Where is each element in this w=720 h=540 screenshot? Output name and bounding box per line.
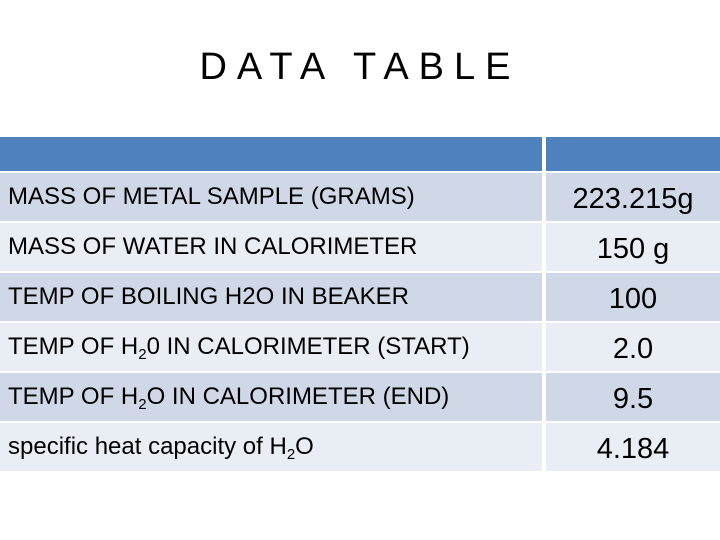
- row-label: TEMP OF H20 IN CALORIMETER (START): [8, 333, 470, 363]
- column-divider: [542, 423, 546, 471]
- row-label: TEMP OF BOILING H2O IN BEAKER: [8, 283, 409, 310]
- column-divider: [542, 223, 546, 271]
- column-divider: [542, 323, 546, 371]
- row-value: 223.215g: [572, 183, 694, 215]
- table-row: MASS OF WATER IN CALORIMETER 150 g: [0, 223, 720, 273]
- row-label: MASS OF METAL SAMPLE (GRAMS): [8, 183, 415, 210]
- row-value: 100: [608, 283, 658, 315]
- row-value: 9.5: [612, 383, 654, 415]
- column-divider: [542, 273, 546, 321]
- table-header-row: [0, 137, 720, 173]
- row-label: TEMP OF H2O IN CALORIMETER (END): [8, 383, 450, 413]
- table-row: TEMP OF H20 IN CALORIMETER (START) 2.0: [0, 323, 720, 373]
- row-label: MASS OF WATER IN CALORIMETER: [8, 233, 418, 260]
- table-row: TEMP OF H2O IN CALORIMETER (END) 9.5: [0, 373, 720, 423]
- table-row: TEMP OF BOILING H2O IN BEAKER 100: [0, 273, 720, 323]
- row-value: 2.0: [612, 333, 654, 365]
- table-row: specific heat capacity of H2O 4.184: [0, 423, 720, 473]
- column-divider: [542, 173, 546, 221]
- page-title: DATA TABLE: [199, 46, 521, 88]
- header-divider: [542, 137, 546, 173]
- table-row: MASS OF METAL SAMPLE (GRAMS) 223.215g: [0, 173, 720, 223]
- data-table: MASS OF METAL SAMPLE (GRAMS) 223.215g MA…: [0, 137, 720, 473]
- row-label: specific heat capacity of H2O: [8, 433, 314, 463]
- row-value: 150 g: [596, 233, 670, 265]
- row-value: 4.184: [596, 433, 670, 465]
- column-divider: [542, 373, 546, 421]
